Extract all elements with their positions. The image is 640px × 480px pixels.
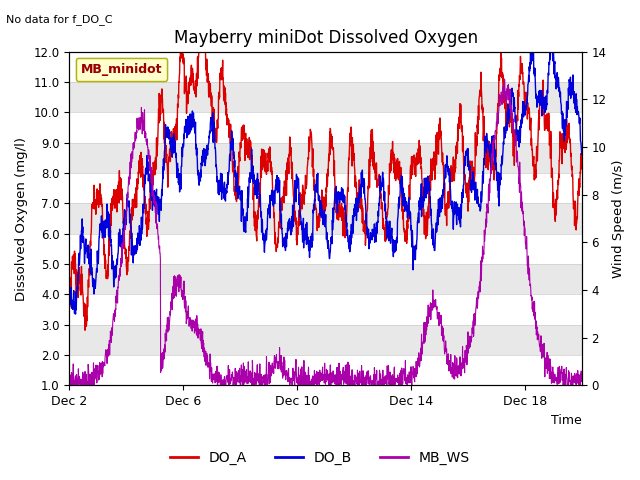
Bar xyxy=(69,234,582,264)
Bar xyxy=(69,264,582,294)
Title: Mayberry miniDot Dissolved Oxygen: Mayberry miniDot Dissolved Oxygen xyxy=(173,29,477,48)
Bar xyxy=(69,204,582,234)
Bar xyxy=(69,173,582,204)
Legend: DO_A, DO_B, MB_WS: DO_A, DO_B, MB_WS xyxy=(164,445,476,471)
X-axis label: Time: Time xyxy=(551,414,582,427)
Bar xyxy=(69,324,582,355)
Y-axis label: Wind Speed (m/s): Wind Speed (m/s) xyxy=(612,159,625,278)
Bar xyxy=(69,143,582,173)
Bar xyxy=(69,294,582,324)
Legend: MB_minidot: MB_minidot xyxy=(76,58,167,81)
Bar xyxy=(69,52,582,82)
Y-axis label: Dissolved Oxygen (mg/l): Dissolved Oxygen (mg/l) xyxy=(15,136,28,300)
Bar xyxy=(69,355,582,385)
Bar xyxy=(69,112,582,143)
Text: No data for f_DO_C: No data for f_DO_C xyxy=(6,14,113,25)
Bar xyxy=(69,82,582,112)
